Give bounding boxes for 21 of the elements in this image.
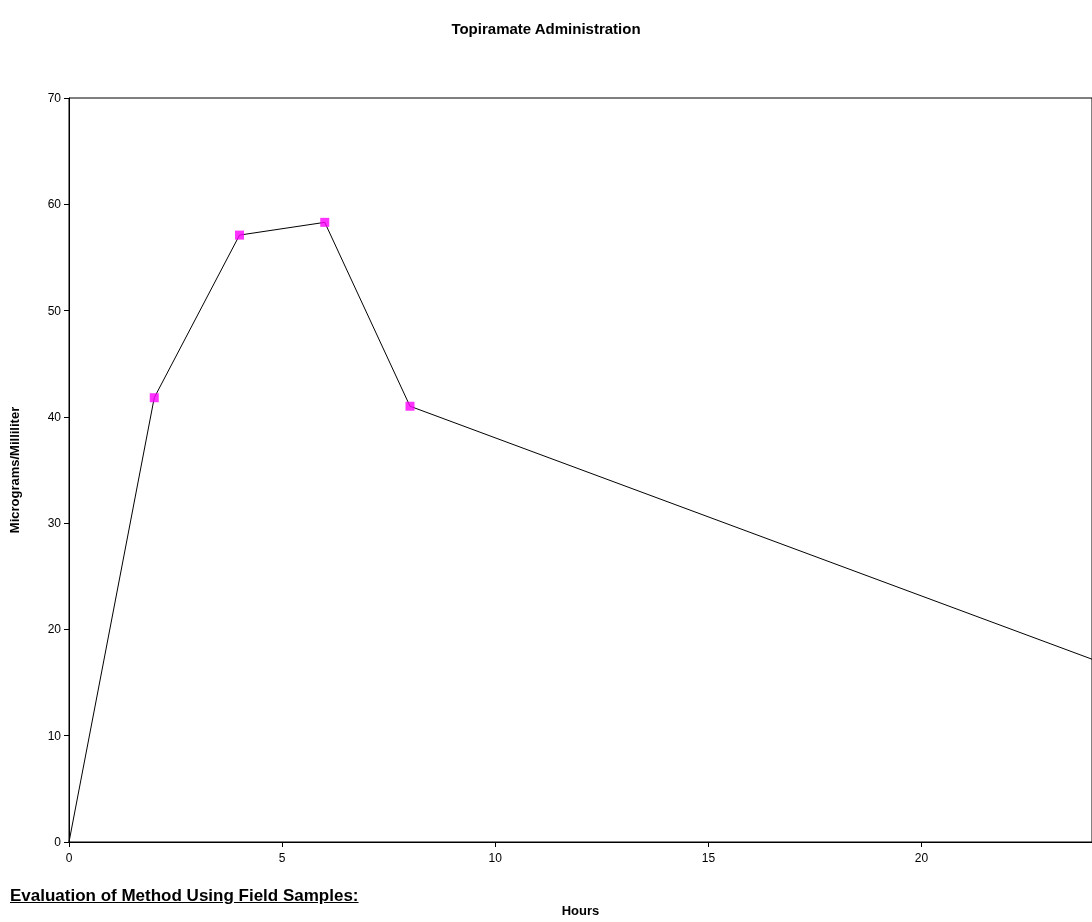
point bbox=[405, 401, 415, 411]
y-axis-title: Micrograms/Milliliter bbox=[7, 406, 22, 534]
x-tick-label: 20 bbox=[914, 851, 929, 865]
y-tick-label: 60 bbox=[47, 197, 62, 212]
chart-title: Topiramate Administration bbox=[451, 20, 641, 37]
y-tick-label: 50 bbox=[47, 303, 62, 318]
x-tick-label: 5 bbox=[278, 851, 286, 865]
x-tick-label: 15 bbox=[701, 851, 716, 865]
x-axis-title: Hours bbox=[561, 903, 600, 918]
point bbox=[320, 217, 330, 227]
point bbox=[235, 230, 244, 240]
x-tick-label: 10 bbox=[488, 851, 503, 865]
y-tick-label: 30 bbox=[47, 516, 62, 531]
y-tick-label: 0 bbox=[54, 835, 62, 849]
y-tick-label: 10 bbox=[47, 728, 62, 743]
x-tick-label: 0 bbox=[65, 851, 73, 865]
text: Evaluation of Method Using Field Samples: bbox=[10, 886, 359, 906]
y-tick-label: 70 bbox=[47, 91, 62, 105]
point bbox=[149, 393, 159, 403]
y-tick-label: 20 bbox=[47, 622, 62, 637]
y-tick-label: 40 bbox=[47, 409, 62, 424]
